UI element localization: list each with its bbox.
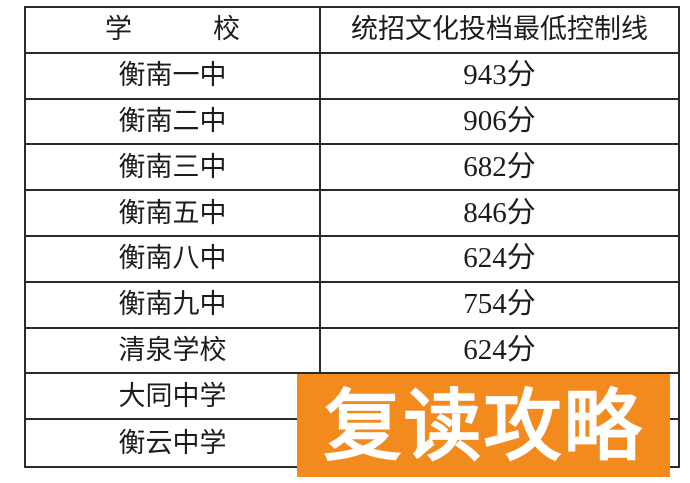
school-name-cell: 衡南五中 <box>26 191 321 237</box>
score-cell: 682分 <box>321 145 678 192</box>
school-name-cell: 衡南一中 <box>26 53 321 100</box>
school-name-cell: 大同中学 <box>26 374 321 421</box>
score-cell: 624分 <box>321 237 678 283</box>
score-cell: 624分 <box>321 329 678 375</box>
fudu-gonglue-sticker: 复读攻略 <box>297 374 670 477</box>
school-name-cell: 清泉学校 <box>26 328 321 375</box>
score-cell: 846分 <box>321 191 678 237</box>
school-name-cell: 衡南三中 <box>26 145 321 192</box>
header-score-line: 统招文化投档最低控制线 <box>321 8 678 54</box>
score-cell: 906分 <box>321 100 678 146</box>
school-name-cell: 衡南九中 <box>26 282 321 329</box>
school-name-cell: 衡南八中 <box>26 236 321 283</box>
school-name-cell: 衡云中学 <box>26 420 321 466</box>
score-cell: 754分 <box>321 283 678 329</box>
school-name-cell: 衡南二中 <box>26 99 321 146</box>
header-school: 学 校 <box>26 8 321 54</box>
score-cell: 943分 <box>321 54 678 100</box>
